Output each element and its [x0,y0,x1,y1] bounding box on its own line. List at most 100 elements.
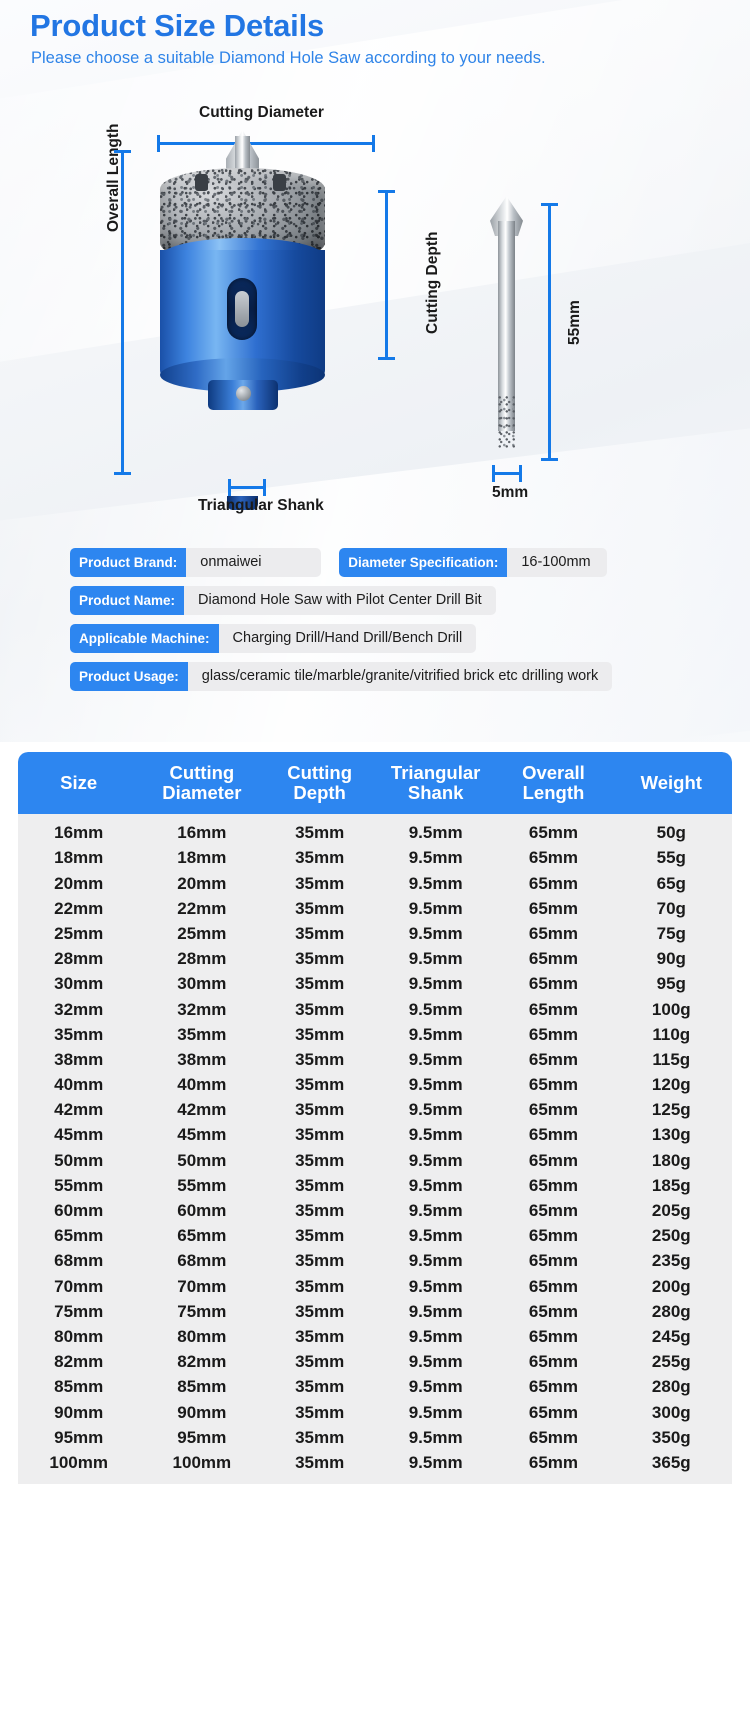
table-row: 22mm 22mm 35mm 9.5mm 65mm 70g [18,896,732,922]
bit-grit-section [498,396,515,448]
size-table: Size Cutting Diameter Cutting Depth Triangula… [18,752,732,1484]
rule-cutting-diameter [157,142,375,145]
spec-row: Applicable Machine: Charging Drill/Hand … [0,624,750,653]
table-cell: 55mm [18,1173,140,1199]
table-cell: 100mm [139,1450,265,1484]
table-cell: 65mm [496,1047,611,1073]
table-cell: 9.5mm [374,1122,497,1149]
table-cell: 365g [610,1450,732,1484]
table-cell: 65mm [496,1450,611,1484]
table-cell: 245g [610,1324,732,1350]
cap-cutting-depth-bottom [378,357,395,360]
table-cell: 9.5mm [374,1173,497,1199]
spec-row: Product Brand: onmaiwei Diameter Specifi… [0,548,750,577]
table-cell: 28mm [18,946,140,972]
table-cell: 35mm [264,871,375,897]
spec-row: Product Name: Diamond Hole Saw with Pilo… [0,586,750,615]
table-cell: 65mm [496,946,611,972]
table-cell: 32mm [18,996,140,1023]
table-row: 55mm 55mm 35mm 9.5mm 65mm 185g [18,1173,732,1199]
table-row: 42mm 42mm 35mm 9.5mm 65mm 125g [18,1097,732,1123]
table-cell: 280g [610,1374,732,1400]
table-row: 100mm 100mm 35mm 9.5mm 65mm 365g [18,1450,732,1484]
label-bit-length: 55mm [566,300,583,345]
table-cell: 9.5mm [374,845,497,871]
table-cell: 35mm [264,845,375,871]
table-cell: 9.5mm [374,971,497,997]
table-cell: 65mm [496,1399,611,1426]
table-cell: 9.5mm [374,1324,497,1350]
table-cell: 35mm [264,1399,375,1426]
table-cell: 22mm [18,896,140,922]
spec-value-product-brand: onmaiwei [186,548,322,577]
table-cell: 55g [610,845,732,871]
table-row: 70mm 70mm 35mm 9.5mm 65mm 200g [18,1274,732,1300]
table-cell: 40mm [139,1072,265,1098]
table-cell: 50g [610,814,732,846]
spec-item-applicable-machine: Applicable Machine: Charging Drill/Hand … [70,624,477,653]
table-cell: 35mm [264,1374,375,1400]
rule-bit-diameter [492,472,522,475]
cap-triangular-shank-left [228,479,231,496]
table-cell: 50mm [139,1148,265,1174]
table-cell: 9.5mm [374,1399,497,1426]
table-cell: 65mm [496,921,611,947]
table-cell: 50mm [18,1148,140,1174]
table-cell: 120g [610,1072,732,1098]
table-cell: 35mm [264,1022,375,1048]
table-row: 60mm 60mm 35mm 9.5mm 65mm 205g [18,1198,732,1224]
table-cell: 95mm [18,1425,140,1451]
table-cell: 100g [610,996,732,1023]
spec-item-product-name: Product Name: Diamond Hole Saw with Pilo… [70,586,496,615]
rule-bit-length [548,203,551,461]
table-cell: 65mm [496,896,611,922]
table-cell: 9.5mm [374,1072,497,1098]
table-cell: 200g [610,1274,732,1300]
table-cell: 82mm [139,1349,265,1375]
table-cell: 65mm [496,1349,611,1375]
table-row: 35mm 35mm 35mm 9.5mm 65mm 110g [18,1022,732,1048]
table-cell: 250g [610,1223,732,1249]
table-cell: 35mm [264,1248,375,1274]
table-row: 50mm 50mm 35mm 9.5mm 65mm 180g [18,1148,732,1174]
table-cell: 35mm [264,1349,375,1375]
table-cell: 65mm [496,1198,611,1224]
table-cell: 205g [610,1198,732,1224]
table-cell: 65mm [496,996,611,1023]
table-cell: 35mm [264,1425,375,1451]
table-header-row: Size Cutting Diameter Cutting Depth Triangula… [18,752,732,815]
table-cell: 18mm [18,845,140,871]
table-cell: 18mm [139,845,265,871]
table-cell: 9.5mm [374,896,497,922]
table-row: 85mm 85mm 35mm 9.5mm 65mm 280g [18,1374,732,1400]
table-cell: 65mm [496,1097,611,1123]
table-column-header: Overall Length [496,752,611,815]
table-cell: 35mm [264,946,375,972]
table-cell: 35mm [264,1173,375,1199]
specification-list: Product Brand: onmaiwei Diameter Specifi… [0,548,750,700]
cap-bit-diameter-left [492,465,495,482]
table-cell: 42mm [18,1097,140,1123]
table-cell: 38mm [139,1047,265,1073]
table-cell: 65mm [496,1299,611,1325]
spec-gap [321,548,339,577]
label-bit-diameter: 5mm [492,484,529,501]
table-cell: 9.5mm [374,1274,497,1300]
spec-value-diameter-specification: 16-100mm [507,548,608,577]
spec-key-product-name: Product Name: [70,586,185,615]
table-cell: 9.5mm [374,1425,497,1451]
spec-value-product-usage: glass/ceramic tile/marble/granite/vitrif… [187,662,613,691]
table-cell: 35mm [264,1122,375,1149]
table-cell: 55mm [139,1173,265,1199]
table-row: 95mm 95mm 35mm 9.5mm 65mm 350g [18,1425,732,1451]
table-cell: 85mm [18,1374,140,1400]
table-cell: 82mm [18,1349,140,1375]
table-cell: 68mm [139,1248,265,1274]
table-cell: 100mm [18,1450,140,1484]
table-cell: 35mm [264,921,375,947]
table-cell: 32mm [139,996,265,1023]
saw-chip-window-inner [235,291,249,327]
table-cell: 20mm [139,871,265,897]
rule-cutting-depth [385,190,388,360]
table-cell: 35mm [18,1022,140,1048]
